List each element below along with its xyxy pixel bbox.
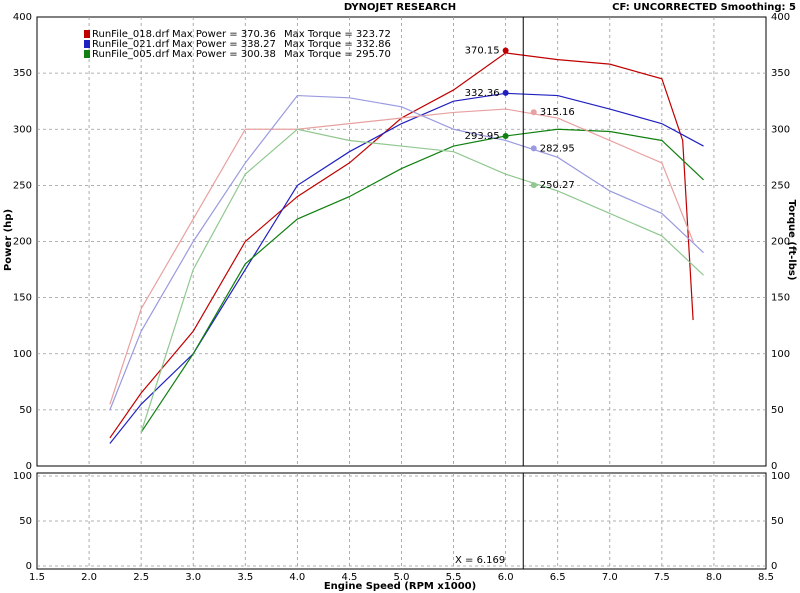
x-tick-label: 2.0 xyxy=(81,572,97,583)
y2-tick-label: 250 xyxy=(771,180,790,191)
annotation-dot xyxy=(530,145,537,152)
y-tick-label: 250 xyxy=(13,180,32,191)
power-line xyxy=(109,92,704,444)
y-tick-label: 150 xyxy=(13,293,32,304)
annotation-label: 332.36 xyxy=(465,88,500,99)
y2-tick-label: 50 xyxy=(771,405,784,416)
y-tick-label: 400 xyxy=(13,12,32,23)
x-tick-label: 3.5 xyxy=(237,572,253,583)
legend-power: Max Power = 300.38 xyxy=(172,49,276,60)
x-tick-label: 4.5 xyxy=(341,572,357,583)
chart-subtitle: CF: UNCORRECTED Smoothing: 5 xyxy=(612,2,796,13)
y2-tick-label: 400 xyxy=(771,12,790,23)
y2-axis-label: Torque (ft-lbs) xyxy=(786,200,797,281)
y2-tick-label: 200 xyxy=(771,237,790,248)
y-axis-label: Power (hp) xyxy=(3,209,14,271)
lower-y2-tick-label: 50 xyxy=(771,516,784,527)
annotation-dot xyxy=(530,182,537,189)
annotation-label: 293.95 xyxy=(465,131,500,142)
y2-tick-label: 300 xyxy=(771,124,790,135)
x-tick-label: 5.0 xyxy=(394,572,410,583)
y2-tick-label: 0 xyxy=(771,461,777,472)
legend-file: RunFile_021.drf xyxy=(92,39,170,50)
lower-y2-tick-label: 100 xyxy=(771,471,790,482)
x-tick-label: 8.0 xyxy=(706,572,722,583)
annotation-label: 282.95 xyxy=(540,143,575,154)
power-line xyxy=(140,128,704,433)
legend-power: Max Power = 370.36 xyxy=(172,29,276,40)
x-tick-label: 5.5 xyxy=(446,572,462,583)
legend-file: RunFile_005.drf xyxy=(92,49,170,60)
x-tick-label: 6.0 xyxy=(498,572,514,583)
y2-tick-label: 350 xyxy=(771,68,790,79)
legend-torque: Max Torque = 295.70 xyxy=(284,49,391,60)
legend-swatch xyxy=(84,50,90,58)
torque-line xyxy=(109,94,704,411)
x-axis-label: Engine Speed (RPM x1000) xyxy=(324,581,476,592)
x-tick-label: 8.5 xyxy=(758,572,774,583)
cursor-label: X = 6.169 xyxy=(455,555,505,566)
x-tick-label: 7.5 xyxy=(654,572,670,583)
y-tick-label: 50 xyxy=(19,405,32,416)
lower-y-tick-label: 50 xyxy=(19,516,32,527)
x-tick-label: 4.0 xyxy=(289,572,305,583)
annotation-label: 370.15 xyxy=(465,46,500,57)
annotation-label: 250.27 xyxy=(540,180,575,191)
legend-swatch xyxy=(84,40,90,48)
annotation-dot xyxy=(530,109,537,116)
lower-y2-tick-label: 0 xyxy=(771,561,777,572)
x-tick-label: 1.5 xyxy=(29,572,45,583)
y-tick-label: 300 xyxy=(13,124,32,135)
chart-title: DYNOJET RESEARCH xyxy=(344,2,456,13)
annotation-dot xyxy=(502,47,509,54)
y2-tick-label: 150 xyxy=(771,293,790,304)
x-tick-label: 2.5 xyxy=(133,572,149,583)
y-tick-label: 100 xyxy=(13,349,32,360)
legend-torque: Max Torque = 323.72 xyxy=(284,29,391,40)
y-tick-label: 350 xyxy=(13,68,32,79)
x-tick-label: 7.0 xyxy=(602,572,618,583)
lower-y-tick-label: 100 xyxy=(13,471,32,482)
legend-file: RunFile_018.drf xyxy=(92,29,170,40)
torque-line xyxy=(140,128,704,433)
x-tick-label: 6.5 xyxy=(550,572,566,583)
y2-tick-label: 100 xyxy=(771,349,790,360)
torque-line xyxy=(109,108,694,405)
legend-power: Max Power = 338.27 xyxy=(172,39,276,50)
lower-y-tick-label: 0 xyxy=(26,561,32,572)
y-tick-label: 0 xyxy=(26,461,32,472)
annotation-dot xyxy=(502,133,509,140)
legend-torque: Max Torque = 332.86 xyxy=(284,39,391,50)
power-line xyxy=(109,52,694,439)
annotation-label: 315.16 xyxy=(540,107,575,118)
y-tick-label: 200 xyxy=(13,237,32,248)
legend-swatch xyxy=(84,30,90,38)
annotation-dot xyxy=(502,89,509,96)
x-tick-label: 3.0 xyxy=(185,572,201,583)
